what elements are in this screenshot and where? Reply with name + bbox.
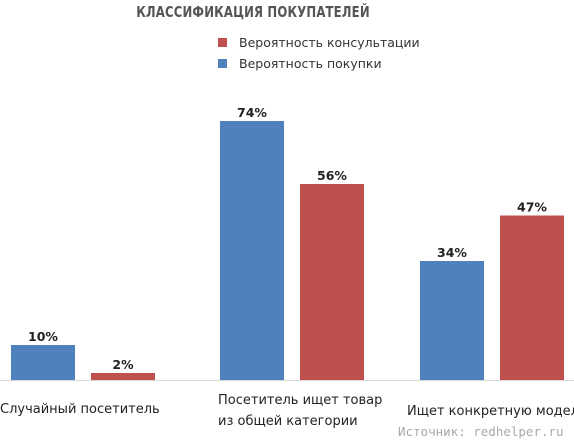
legend-item-consultation: Вероятность консультации (218, 35, 420, 50)
category-label-line: Ищет конкретную модель (407, 404, 574, 419)
legend-swatch-purchase (218, 59, 227, 68)
data-label-purchase-0: 10% (28, 329, 58, 344)
legend-swatch-consultation (218, 38, 227, 47)
bar-purchase-2 (420, 261, 484, 380)
chart-title: КЛАССИФИКАЦИЯ ПОКУПАТЕЛЕЙ (136, 3, 370, 21)
legend-item-purchase: Вероятность покупки (218, 56, 382, 71)
bar-consultation-0 (91, 373, 155, 380)
source-note: Источник: redhelper.ru (398, 424, 564, 439)
data-label-purchase-2: 34% (437, 245, 467, 260)
category-label-line: Посетитель ищет товар (218, 393, 383, 408)
category-label-general-category: Посетитель ищет товар из общей категории (218, 390, 382, 432)
bar-consultation-2 (500, 215, 564, 380)
category-label-random-visitor: Случайный посетитель (0, 399, 160, 420)
category-label-line: Случайный посетитель (0, 402, 160, 417)
bar-purchase-0 (11, 345, 75, 380)
legend-label-purchase: Вероятность покупки (239, 56, 382, 71)
data-label-consultation-0: 2% (112, 357, 134, 372)
data-label-purchase-1: 74% (237, 105, 267, 120)
category-label-line: из общей категории (218, 414, 358, 429)
legend-label-consultation: Вероятность консультации (239, 35, 420, 50)
data-label-consultation-2: 47% (517, 200, 547, 215)
category-label-specific-model: Ищет конкретную модель (407, 401, 574, 422)
bar-purchase-1 (220, 121, 284, 380)
data-label-consultation-1: 56% (317, 168, 347, 183)
bar-consultation-1 (300, 184, 364, 380)
